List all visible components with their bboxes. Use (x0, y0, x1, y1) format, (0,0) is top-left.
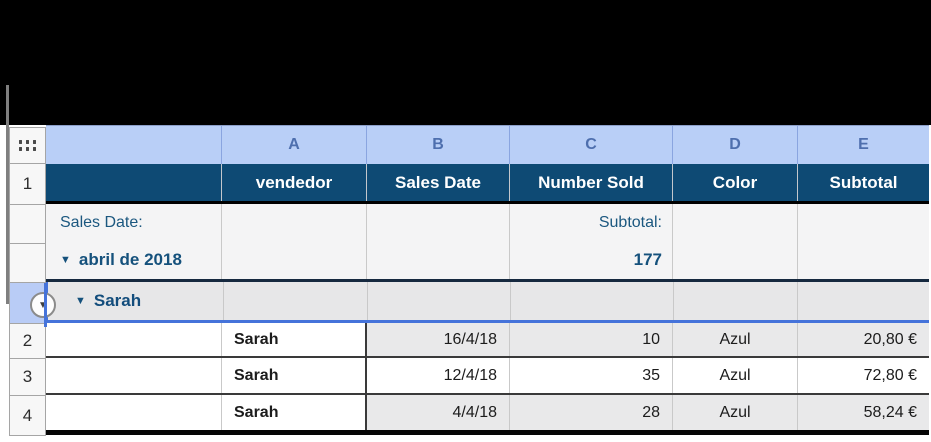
subgroup-cell-c[interactable] (511, 282, 674, 320)
group-cell-a[interactable] (222, 204, 367, 279)
table-header-row: vendedor Sales Date Number Sold Color Su… (46, 164, 929, 204)
cell-vendedor[interactable]: Sarah (222, 323, 367, 356)
cell-color[interactable]: Azul (673, 395, 798, 430)
row-header-group-line2[interactable] (9, 244, 46, 283)
column-header-b[interactable]: B (367, 126, 510, 164)
column-header-a[interactable]: A (222, 126, 367, 164)
subgroup-cell-e[interactable] (798, 282, 929, 320)
row-header-group-line1[interactable] (9, 205, 46, 244)
group-value-line[interactable]: ▼ abril de 2018 (46, 242, 221, 280)
subgroup-cell-b[interactable] (368, 282, 511, 320)
cell-group-blank[interactable] (46, 358, 222, 393)
spreadsheet-table: A B C D E vendedor Sales Date Number Sol… (46, 125, 929, 435)
subgroup-disclosure-icon[interactable]: ▼ (75, 295, 86, 307)
group-subtotal-cell[interactable]: Subtotal: 177 (510, 204, 673, 279)
cell-color[interactable]: Azul (673, 323, 798, 356)
column-header-group[interactable] (46, 126, 222, 164)
subgroup-row-selected[interactable]: ▼ Sarah (46, 282, 929, 323)
column-header-d[interactable]: D (673, 126, 798, 164)
header-cell-blank[interactable] (46, 164, 222, 201)
group-field-label: Sales Date: (60, 213, 143, 231)
cell-group-blank[interactable] (46, 323, 222, 356)
group-cell-d[interactable] (673, 204, 798, 279)
group-cell-b[interactable] (367, 204, 510, 279)
table-row: Sarah 4/4/18 28 Azul 58,24 € (46, 395, 929, 435)
column-header-c[interactable]: C (510, 126, 673, 164)
table-handle[interactable] (9, 127, 46, 164)
group-cell-e[interactable] (798, 204, 929, 279)
row-header-4[interactable]: 4 (9, 396, 46, 436)
header-cell-sales-date[interactable]: Sales Date (367, 164, 510, 201)
row-header-2[interactable]: 2 (9, 324, 46, 359)
group-label-cell[interactable]: Sales Date: ▼ abril de 2018 (46, 204, 222, 279)
row-header-3[interactable]: 3 (9, 359, 46, 396)
cell-group-blank[interactable] (46, 395, 222, 430)
cell-subtotal[interactable]: 20,80 € (798, 323, 929, 356)
top-black-band (0, 0, 931, 125)
group-subtotal-label: Subtotal: (598, 213, 662, 231)
cell-vendedor[interactable]: Sarah (222, 395, 367, 430)
selection-left-edge (44, 283, 47, 327)
category-connector-line-vertical (6, 85, 9, 304)
group-disclosure-icon[interactable]: ▼ (60, 254, 71, 267)
header-cell-subtotal[interactable]: Subtotal (829, 172, 898, 192)
subgroup-cell-a[interactable] (224, 282, 369, 320)
group-summary-section: Sales Date: ▼ abril de 2018 Subtotal: 17… (46, 204, 929, 282)
subgroup-name-label: Sarah (93, 291, 142, 310)
category-disclosure-triangle-icon: ▼ (38, 299, 48, 311)
cell-subtotal[interactable]: 58,24 € (798, 395, 929, 430)
cell-sales-date[interactable]: 4/4/18 (367, 395, 510, 430)
header-cell-number-sold[interactable]: Number Sold (510, 164, 673, 201)
header-cell-color[interactable]: Color (673, 164, 798, 201)
table-row: Sarah 16/4/18 10 Azul 20,80 € (46, 323, 929, 358)
header-cell-vendedor[interactable]: vendedor (222, 164, 367, 201)
group-value-label: abril de 2018 (78, 250, 182, 270)
column-letter-row: A B C D E (46, 125, 929, 164)
cell-sales-date[interactable]: 12/4/18 (367, 358, 510, 393)
row-number-gutter: 1 2 3 4 (9, 127, 46, 436)
column-header-e[interactable]: E (858, 136, 869, 153)
subgroup-cell-d[interactable] (674, 282, 799, 320)
row-header-1[interactable]: 1 (9, 164, 46, 205)
group-subtotal-value: 177 (633, 250, 662, 270)
cell-number-sold[interactable]: 28 (510, 395, 673, 430)
cell-number-sold[interactable]: 10 (510, 323, 673, 356)
cell-sales-date[interactable]: 16/4/18 (367, 323, 510, 356)
table-handle-icon (18, 140, 37, 151)
table-row: Sarah 12/4/18 35 Azul 72,80 € (46, 358, 929, 395)
cell-color[interactable]: Azul (673, 358, 798, 393)
cell-number-sold[interactable]: 35 (510, 358, 673, 393)
category-disclosure-button[interactable]: ▼ (30, 292, 56, 318)
cell-vendedor[interactable]: Sarah (222, 358, 367, 393)
subgroup-label-cell[interactable]: ▼ Sarah (48, 282, 224, 320)
cell-subtotal[interactable]: 72,80 € (798, 358, 929, 393)
